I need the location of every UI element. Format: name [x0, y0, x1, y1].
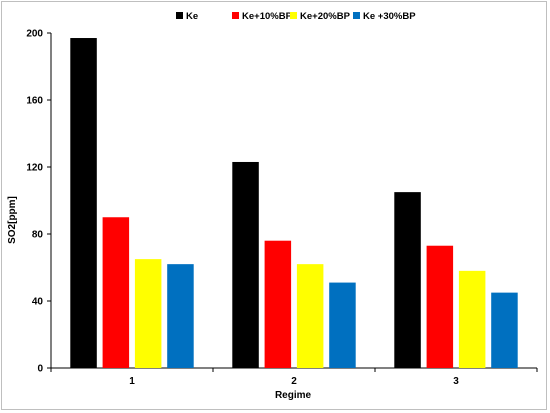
legend-swatch [232, 12, 239, 19]
bar-ke-20-bp-regime-1 [134, 259, 162, 368]
y-axis-title: SO2[ppm] [7, 196, 18, 244]
y-tick-label: 160 [26, 96, 43, 107]
legend-swatch [176, 12, 183, 19]
bar-ke-30-bp-regime-1 [167, 264, 194, 368]
bar-ke-30-bp-regime-2 [329, 282, 356, 368]
bar-ke-20-bp-regime-2 [296, 264, 324, 368]
bar-ke-10-bp-regime-2 [264, 240, 292, 368]
y-tick-label: 40 [32, 297, 44, 308]
legend: Ke Ke+10%BP Ke+20%BP Ke +30%BP [176, 11, 416, 22]
legend-swatch [353, 12, 360, 19]
bar-ke-10-bp-regime-3 [426, 245, 454, 368]
y-axis: 0 40 80 120 160 200 [26, 29, 52, 375]
y-tick-label: 80 [32, 230, 44, 241]
legend-label: Ke+20%BP [300, 11, 351, 22]
bar-ke-20-bp-regime-3 [458, 270, 486, 368]
bar-ke-regime-1 [70, 38, 97, 369]
x-tick-label: 3 [453, 376, 459, 387]
y-tick-label: 120 [26, 163, 43, 174]
legend-label: Ke+10%BP [242, 11, 293, 22]
bar-ke-30-bp-regime-3 [491, 292, 518, 368]
y-tick-label: 0 [37, 364, 43, 375]
y-tick-label: 200 [26, 29, 43, 40]
bars-group [70, 38, 518, 369]
legend-label: Ke +30%BP [363, 11, 416, 22]
bar-ke-regime-3 [394, 192, 421, 368]
legend-label: Ke [186, 11, 198, 22]
x-axis: 1 2 3 [50, 367, 538, 387]
legend-swatch [290, 12, 297, 19]
x-tick-label: 1 [129, 376, 135, 387]
bar-ke-regime-2 [232, 161, 259, 368]
bar-ke-10-bp-regime-1 [102, 217, 130, 368]
x-tick-label: 2 [291, 376, 297, 387]
x-axis-title: Regime [275, 390, 312, 401]
